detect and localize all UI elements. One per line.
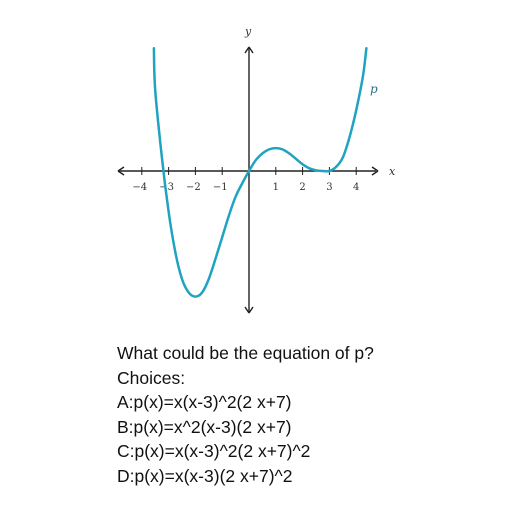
y-axis-top-arrow (244, 46, 254, 54)
x-tick-label: 3 (326, 182, 332, 193)
y-axis-bottom-arrow (244, 306, 254, 314)
x-tick-label: −2 (186, 182, 201, 193)
choice-c: C:p(x)=x(x-3)^2(2 x+7)^2 (117, 441, 311, 462)
x-axis-right-arrow (371, 166, 379, 176)
question-prompt: What could be the equation of p? (117, 343, 374, 363)
x-tick-label: −1 (213, 182, 228, 193)
choice-a: A:p(x)=x(x-3)^2(2 x+7) (117, 392, 292, 413)
function-graph: x y −4 −3 −2 −1 1 2 3 4 p (117, 25, 396, 314)
x-tick-label: −4 (132, 182, 147, 193)
x-axis-left-arrow (117, 166, 125, 176)
choices-heading: Choices: (117, 367, 186, 388)
x-tick-label: 4 (353, 182, 359, 193)
x-axis-label: x (389, 165, 396, 178)
x-tick-label: 1 (273, 182, 279, 193)
series-p-label: p (370, 82, 378, 96)
axes: x y (117, 25, 396, 314)
choice-d: D:p(x)=x(x-3)(2 x+7)^2 (117, 465, 293, 486)
y-axis-label: y (244, 25, 252, 38)
series-p-curve (152, 46, 368, 298)
question-block: What could be the equation of p? Choices… (117, 341, 374, 489)
x-tick-label: 2 (299, 182, 305, 193)
choice-b: B:p(x)=x^2(x-3)(2 x+7) (117, 416, 292, 437)
